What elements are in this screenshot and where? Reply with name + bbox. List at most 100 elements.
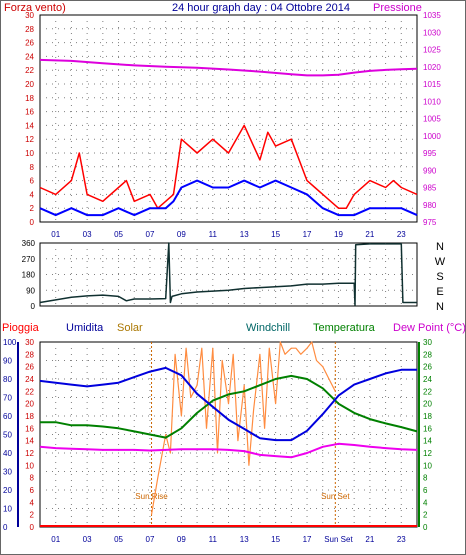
tick-label: 8 bbox=[30, 474, 35, 483]
tick-label: 28 bbox=[25, 25, 34, 34]
plot-frame bbox=[39, 341, 418, 528]
tick-label: 70 bbox=[3, 394, 12, 403]
tick-label: 11 bbox=[209, 535, 218, 544]
tick-label: 14 bbox=[423, 437, 432, 446]
tick-label: 4 bbox=[423, 498, 428, 507]
series-line bbox=[39, 442, 418, 459]
tick-label: 22 bbox=[423, 387, 432, 396]
direction-label: N bbox=[436, 301, 444, 313]
legend-temperature: Temperatura bbox=[313, 322, 376, 334]
tick-label: 24 bbox=[423, 375, 432, 384]
tick-label: 12 bbox=[423, 449, 432, 458]
tick-label: 0 bbox=[31, 302, 36, 311]
tick-label: 270 bbox=[22, 255, 36, 264]
direction-label: N bbox=[436, 241, 444, 253]
tick-label: 1005 bbox=[423, 115, 441, 124]
tick-label: 26 bbox=[25, 39, 34, 48]
grid bbox=[40, 342, 417, 527]
tick-label: 2 bbox=[30, 204, 35, 213]
tick-label: 12 bbox=[25, 135, 34, 144]
tick-label: 26 bbox=[25, 363, 34, 372]
tick-label: 180 bbox=[22, 271, 36, 280]
tick-label: 15 bbox=[271, 230, 280, 239]
tick-label: 1030 bbox=[423, 28, 441, 37]
tick-label: 2 bbox=[30, 511, 35, 520]
header-left-label: Forza vento) bbox=[4, 2, 66, 14]
tick-label: 16 bbox=[423, 424, 432, 433]
tick-label: 05 bbox=[114, 230, 123, 239]
tick-label: 10 bbox=[25, 149, 34, 158]
tick-label: 16 bbox=[25, 108, 34, 117]
tick-label: 30 bbox=[3, 468, 12, 477]
legend-dewpoint: Dew Point (°C) bbox=[393, 322, 466, 334]
tick-label: 07 bbox=[146, 230, 155, 239]
annotation-label: Sun Set bbox=[321, 492, 350, 501]
tick-label: 360 bbox=[22, 239, 36, 248]
tick-label: 20 bbox=[3, 486, 12, 495]
tick-label: 10 bbox=[3, 505, 12, 514]
tick-label: 60 bbox=[3, 412, 12, 421]
direction-label: S bbox=[436, 271, 443, 283]
tick-label: 07 bbox=[146, 535, 155, 544]
tick-label: 0 bbox=[3, 523, 8, 532]
tick-label: 12 bbox=[25, 449, 34, 458]
plot-frame bbox=[39, 14, 418, 223]
tick-label: 28 bbox=[423, 350, 432, 359]
tick-label: 18 bbox=[25, 412, 34, 421]
tick-label: 0 bbox=[30, 218, 35, 227]
tick-label: 1035 bbox=[423, 11, 441, 20]
tick-label: 18 bbox=[25, 94, 34, 103]
tick-label: 4 bbox=[30, 190, 35, 199]
tick-label: 24 bbox=[25, 52, 34, 61]
tick-label: 50 bbox=[3, 431, 12, 440]
tick-label: 17 bbox=[303, 230, 312, 239]
tick-label: 03 bbox=[83, 535, 92, 544]
tick-label: 09 bbox=[177, 535, 186, 544]
tick-label: 03 bbox=[83, 230, 92, 239]
tick-label: 10 bbox=[423, 461, 432, 470]
tick-label: 21 bbox=[365, 230, 374, 239]
series-line bbox=[39, 124, 418, 209]
tick-label: 21 bbox=[365, 535, 374, 544]
tick-label: 22 bbox=[25, 387, 34, 396]
tick-label: 8 bbox=[423, 474, 428, 483]
tick-label: 8 bbox=[30, 163, 35, 172]
tick-label: 20 bbox=[25, 80, 34, 89]
tick-label: 1025 bbox=[423, 46, 441, 55]
tick-label: 18 bbox=[423, 412, 432, 421]
tick-label: 19 bbox=[334, 230, 343, 239]
tick-label: 10 bbox=[25, 461, 34, 470]
tick-label: 30 bbox=[25, 11, 34, 20]
legend-humidity: Umidita bbox=[66, 322, 104, 334]
series-line bbox=[40, 374, 418, 439]
legend-solar: Solar bbox=[117, 322, 143, 334]
tick-label: 990 bbox=[423, 166, 437, 175]
tick-label: 2 bbox=[423, 511, 428, 520]
tick-label: 26 bbox=[423, 363, 432, 372]
direction-label: W bbox=[435, 256, 446, 268]
tick-label: 09 bbox=[177, 230, 186, 239]
tick-label: 13 bbox=[240, 230, 249, 239]
direction-label: E bbox=[436, 286, 443, 298]
series-line bbox=[39, 366, 417, 442]
tick-label: 985 bbox=[423, 184, 437, 193]
tick-label: 30 bbox=[423, 338, 432, 347]
legend-rain: Pioggia bbox=[2, 322, 40, 334]
tick-label: 16 bbox=[25, 424, 34, 433]
tick-label: 17 bbox=[303, 535, 312, 544]
tick-label: 13 bbox=[240, 535, 249, 544]
chart-title: 24 hour graph day : 04 Ottobre 2014 bbox=[172, 2, 350, 14]
tick-label: 05 bbox=[114, 535, 123, 544]
tick-label: 40 bbox=[3, 449, 12, 458]
tick-label: 22 bbox=[25, 66, 34, 75]
legend-windchill: Windchill bbox=[246, 322, 290, 334]
tick-label: 23 bbox=[397, 230, 406, 239]
wind-pressure-panel: 0246810121416182022242628309759809859909… bbox=[25, 11, 441, 239]
tick-label: 14 bbox=[25, 437, 34, 446]
tick-label: 980 bbox=[423, 201, 437, 210]
tick-label: 6 bbox=[423, 486, 428, 495]
tick-label: 1010 bbox=[423, 97, 441, 106]
tick-label: 20 bbox=[423, 400, 432, 409]
